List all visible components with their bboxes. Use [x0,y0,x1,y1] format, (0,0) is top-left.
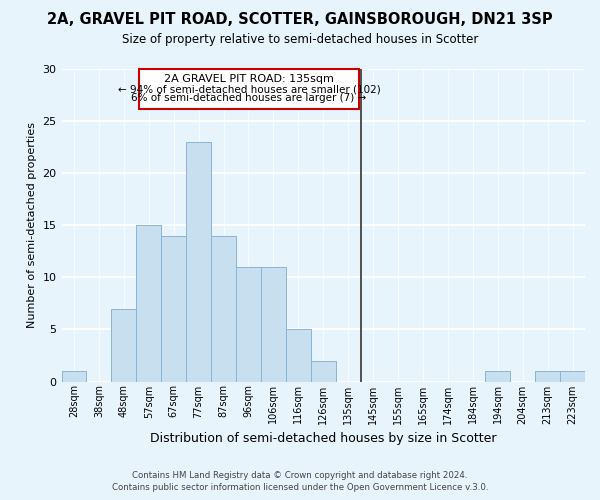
Text: 2A, GRAVEL PIT ROAD, SCOTTER, GAINSBOROUGH, DN21 3SP: 2A, GRAVEL PIT ROAD, SCOTTER, GAINSBOROU… [47,12,553,28]
Bar [535,371,560,382]
Bar [261,267,286,382]
Bar [186,142,211,382]
Bar [62,371,86,382]
X-axis label: Distribution of semi-detached houses by size in Scotter: Distribution of semi-detached houses by … [150,432,497,445]
Text: Size of property relative to semi-detached houses in Scotter: Size of property relative to semi-detach… [122,32,478,46]
Text: 2A GRAVEL PIT ROAD: 135sqm: 2A GRAVEL PIT ROAD: 135sqm [164,74,334,84]
Bar [112,308,136,382]
Bar [236,267,261,382]
Bar [286,330,311,382]
Bar [560,371,585,382]
Bar [136,226,161,382]
FancyBboxPatch shape [139,69,359,108]
Text: ← 94% of semi-detached houses are smaller (102): ← 94% of semi-detached houses are smalle… [118,85,380,95]
Bar [211,236,236,382]
Bar [485,371,510,382]
Bar [311,360,336,382]
Bar [161,236,186,382]
Text: Contains HM Land Registry data © Crown copyright and database right 2024.
Contai: Contains HM Land Registry data © Crown c… [112,471,488,492]
Y-axis label: Number of semi-detached properties: Number of semi-detached properties [27,122,37,328]
Text: 6% of semi-detached houses are larger (7) →: 6% of semi-detached houses are larger (7… [131,94,367,104]
